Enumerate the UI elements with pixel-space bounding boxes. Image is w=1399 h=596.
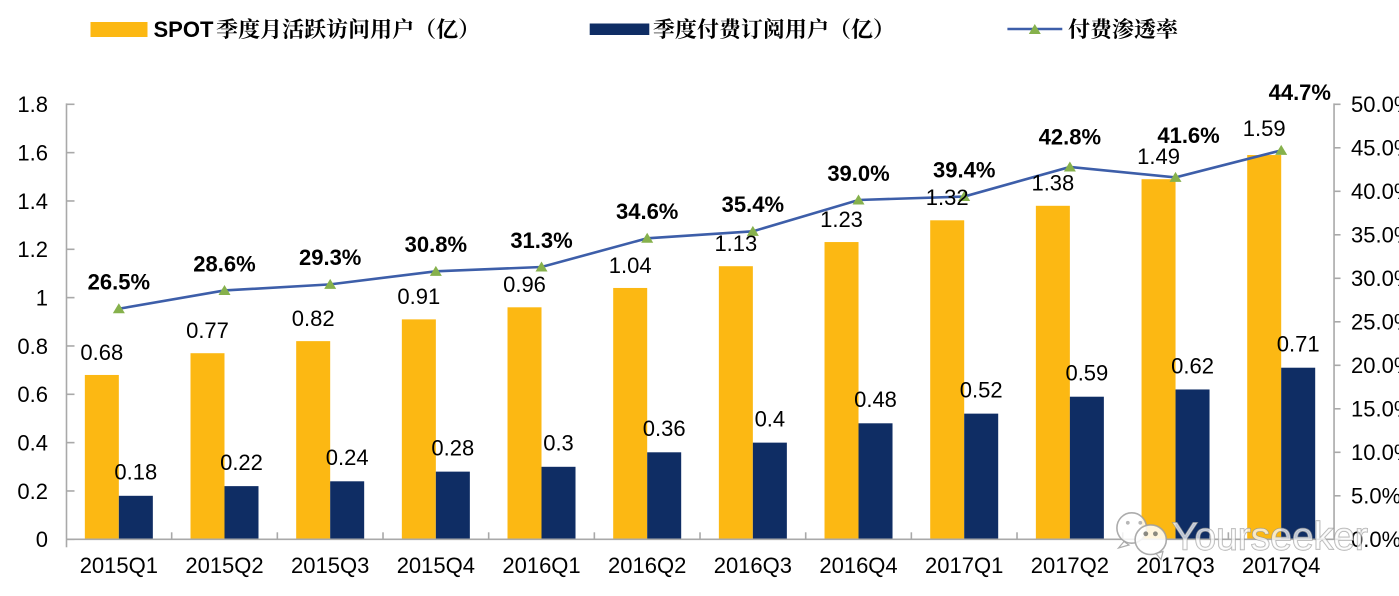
svg-text:39.4%: 39.4% bbox=[933, 157, 995, 182]
svg-text:5.0%: 5.0% bbox=[1351, 484, 1399, 509]
svg-text:Yourseeker: Yourseeker bbox=[1172, 516, 1368, 559]
svg-text:0.82: 0.82 bbox=[292, 306, 335, 331]
svg-text:34.6%: 34.6% bbox=[616, 199, 678, 224]
svg-text:1.4: 1.4 bbox=[17, 189, 48, 214]
svg-text:28.6%: 28.6% bbox=[193, 251, 255, 276]
svg-text:35.0%: 35.0% bbox=[1351, 223, 1399, 248]
svg-text:0.24: 0.24 bbox=[326, 445, 369, 470]
svg-text:10.0%: 10.0% bbox=[1351, 440, 1399, 465]
svg-text:0.6: 0.6 bbox=[17, 382, 48, 407]
svg-text:0.4: 0.4 bbox=[755, 406, 786, 431]
svg-text:0.4: 0.4 bbox=[17, 430, 48, 455]
svg-text:0.96: 0.96 bbox=[503, 272, 546, 297]
svg-text:1.49: 1.49 bbox=[1137, 144, 1180, 169]
svg-text:0.71: 0.71 bbox=[1277, 332, 1320, 357]
svg-text:2016Q1: 2016Q1 bbox=[502, 553, 580, 578]
svg-text:2015Q1: 2015Q1 bbox=[80, 553, 158, 578]
svg-text:0.59: 0.59 bbox=[1065, 361, 1108, 386]
svg-text:26.5%: 26.5% bbox=[88, 270, 150, 295]
svg-text:0.18: 0.18 bbox=[114, 460, 157, 485]
svg-text:2017Q2: 2017Q2 bbox=[1031, 553, 1109, 578]
svg-text:0.28: 0.28 bbox=[431, 435, 474, 460]
svg-text:39.0%: 39.0% bbox=[827, 161, 889, 186]
svg-text:0.77: 0.77 bbox=[186, 318, 229, 343]
svg-text:0.48: 0.48 bbox=[854, 387, 897, 412]
svg-text:0.2: 0.2 bbox=[17, 479, 48, 504]
svg-text:1.04: 1.04 bbox=[609, 253, 652, 278]
svg-text:2015Q3: 2015Q3 bbox=[291, 553, 369, 578]
svg-text:2016Q4: 2016Q4 bbox=[819, 553, 897, 578]
svg-text:1.23: 1.23 bbox=[820, 207, 863, 232]
svg-text:2016Q2: 2016Q2 bbox=[608, 553, 686, 578]
svg-text:40.0%: 40.0% bbox=[1351, 179, 1399, 204]
svg-text:41.6%: 41.6% bbox=[1157, 123, 1219, 148]
svg-text:1.6: 1.6 bbox=[17, 140, 48, 165]
svg-text:0.0%: 0.0% bbox=[1351, 527, 1399, 552]
svg-text:0.36: 0.36 bbox=[643, 416, 686, 441]
svg-text:15.0%: 15.0% bbox=[1351, 397, 1399, 422]
svg-text:0.22: 0.22 bbox=[220, 450, 263, 475]
svg-text:2017Q3: 2017Q3 bbox=[1136, 553, 1214, 578]
svg-text:2015Q2: 2015Q2 bbox=[185, 553, 263, 578]
svg-text:29.3%: 29.3% bbox=[299, 245, 361, 270]
svg-text:31.3%: 31.3% bbox=[510, 228, 572, 253]
svg-text:1.2: 1.2 bbox=[17, 237, 48, 262]
svg-text:35.4%: 35.4% bbox=[722, 192, 784, 217]
svg-text:1.59: 1.59 bbox=[1243, 116, 1286, 141]
svg-text:SPOT: SPOT bbox=[154, 17, 214, 42]
svg-text:50.0%: 50.0% bbox=[1351, 92, 1399, 117]
svg-text:0.62: 0.62 bbox=[1171, 353, 1214, 378]
svg-text:20.0%: 20.0% bbox=[1351, 353, 1399, 378]
svg-text:0.68: 0.68 bbox=[80, 340, 123, 365]
svg-text:25.0%: 25.0% bbox=[1351, 310, 1399, 335]
svg-text:0.8: 0.8 bbox=[17, 334, 48, 359]
svg-text:44.7%: 44.7% bbox=[1269, 80, 1331, 105]
svg-text:30.0%: 30.0% bbox=[1351, 266, 1399, 291]
svg-text:30.8%: 30.8% bbox=[405, 232, 467, 257]
svg-text:45.0%: 45.0% bbox=[1351, 136, 1399, 161]
svg-text:2016Q3: 2016Q3 bbox=[714, 553, 792, 578]
svg-text:1.38: 1.38 bbox=[1031, 171, 1074, 196]
svg-text:1.8: 1.8 bbox=[17, 92, 48, 117]
svg-text:2015Q4: 2015Q4 bbox=[397, 553, 475, 578]
svg-text:2017Q1: 2017Q1 bbox=[925, 553, 1003, 578]
svg-text:1.13: 1.13 bbox=[714, 231, 757, 256]
svg-text:0.52: 0.52 bbox=[960, 377, 1003, 402]
svg-text:0.91: 0.91 bbox=[397, 284, 440, 309]
svg-text:1.32: 1.32 bbox=[926, 185, 969, 210]
svg-text:42.8%: 42.8% bbox=[1039, 125, 1101, 150]
svg-text:0: 0 bbox=[36, 527, 48, 552]
svg-text:2017Q4: 2017Q4 bbox=[1242, 553, 1320, 578]
svg-text:1: 1 bbox=[36, 285, 48, 310]
svg-text:0.3: 0.3 bbox=[543, 431, 574, 456]
